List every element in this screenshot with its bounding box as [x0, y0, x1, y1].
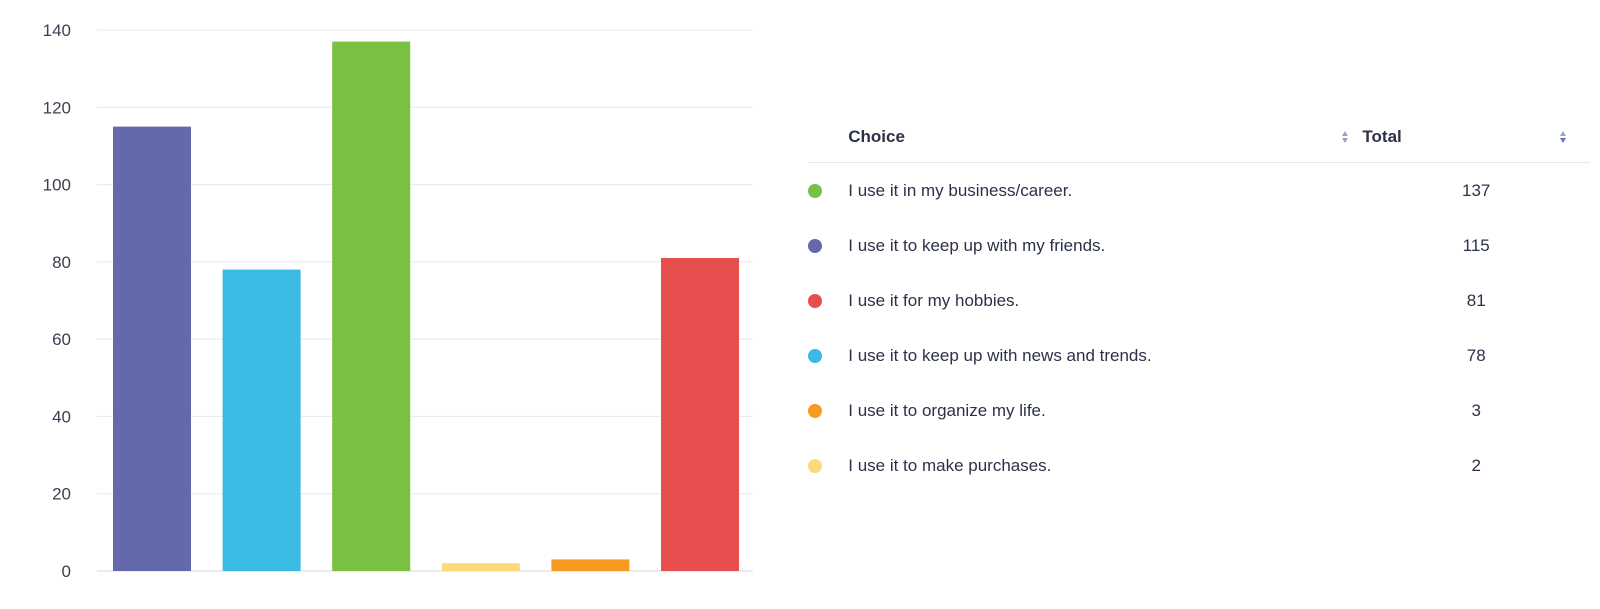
y-tick-label: 120 — [43, 98, 71, 117]
bar[interactable] — [661, 257, 739, 571]
results-table: Choice Total I use it in my business/car… — [808, 112, 1590, 493]
grid-lines — [97, 29, 753, 572]
choice-cell: I use it to keep up with my friends. — [848, 235, 1106, 255]
y-tick-label: 140 — [43, 21, 71, 40]
bar[interactable] — [332, 41, 411, 572]
table-row[interactable]: I use it for my hobbies. 81 — [808, 273, 1590, 328]
bar[interactable] — [113, 126, 191, 571]
total-cell: 2 — [1471, 455, 1481, 475]
bars — [113, 41, 739, 572]
choice-cell: I use it in my business/career. — [848, 180, 1073, 200]
choice-cell: I use it for my hobbies. — [848, 290, 1020, 310]
table-row[interactable]: I use it in my business/career. 137 — [808, 163, 1590, 219]
choice-cell: I use it to make purchases. — [848, 455, 1052, 475]
legend-dot-icon — [808, 349, 822, 364]
choice-header-label: Choice — [848, 127, 905, 146]
color-cell — [808, 218, 848, 273]
y-tick-label: 0 — [62, 562, 71, 581]
legend-dot-icon — [808, 184, 822, 199]
choice-cell: I use it to keep up with news and trends… — [848, 345, 1152, 365]
choice-cell: I use it to organize my life. — [848, 400, 1046, 420]
color-cell — [808, 273, 848, 328]
legend-dot-icon — [808, 294, 822, 309]
y-tick-label: 100 — [43, 176, 71, 195]
total-cell: 3 — [1471, 400, 1481, 420]
color-column-header — [808, 112, 849, 163]
table-row[interactable]: I use it to make purchases. 2 — [808, 438, 1590, 493]
legend-dot-icon — [808, 459, 822, 474]
choice-column-header[interactable]: Choice — [848, 112, 1363, 163]
color-cell — [808, 383, 848, 438]
table-row[interactable]: I use it to keep up with news and trends… — [808, 328, 1590, 383]
bar[interactable] — [222, 269, 301, 571]
total-cell: 137 — [1462, 180, 1491, 200]
y-tick-label: 20 — [52, 485, 71, 504]
table-header-row: Choice Total — [808, 112, 1590, 163]
total-cell: 81 — [1466, 290, 1486, 310]
y-tick-label: 80 — [52, 253, 71, 272]
y-tick-label: 60 — [52, 330, 71, 349]
color-cell — [808, 163, 848, 219]
y-axis-ticks: 0 20 40 60 80 100 120 140 — [43, 21, 71, 581]
bar-chart: 0 20 40 60 80 100 120 140 — [43, 21, 753, 581]
color-cell — [808, 438, 848, 493]
bar[interactable] — [551, 559, 630, 571]
table-body: I use it in my business/career. 137 I use … — [808, 163, 1590, 494]
total-header-label: Total — [1362, 127, 1402, 146]
legend-dot-icon — [808, 404, 822, 419]
table-row[interactable]: I use it to organize my life. 3 — [808, 383, 1590, 438]
table-row[interactable]: I use it to keep up with my friends. 115 — [808, 218, 1590, 273]
total-cell: 78 — [1466, 345, 1486, 365]
legend-dot-icon — [808, 239, 822, 254]
results-table-container: Choice Total I use it in my business/car… — [808, 112, 1590, 493]
total-column-header[interactable]: Total — [1362, 112, 1590, 163]
sort-icon[interactable] — [1342, 131, 1349, 143]
sort-icon[interactable] — [1560, 131, 1566, 143]
color-cell — [808, 328, 848, 383]
y-tick-label: 40 — [52, 407, 71, 426]
total-cell: 115 — [1462, 235, 1490, 255]
bar[interactable] — [441, 563, 520, 571]
